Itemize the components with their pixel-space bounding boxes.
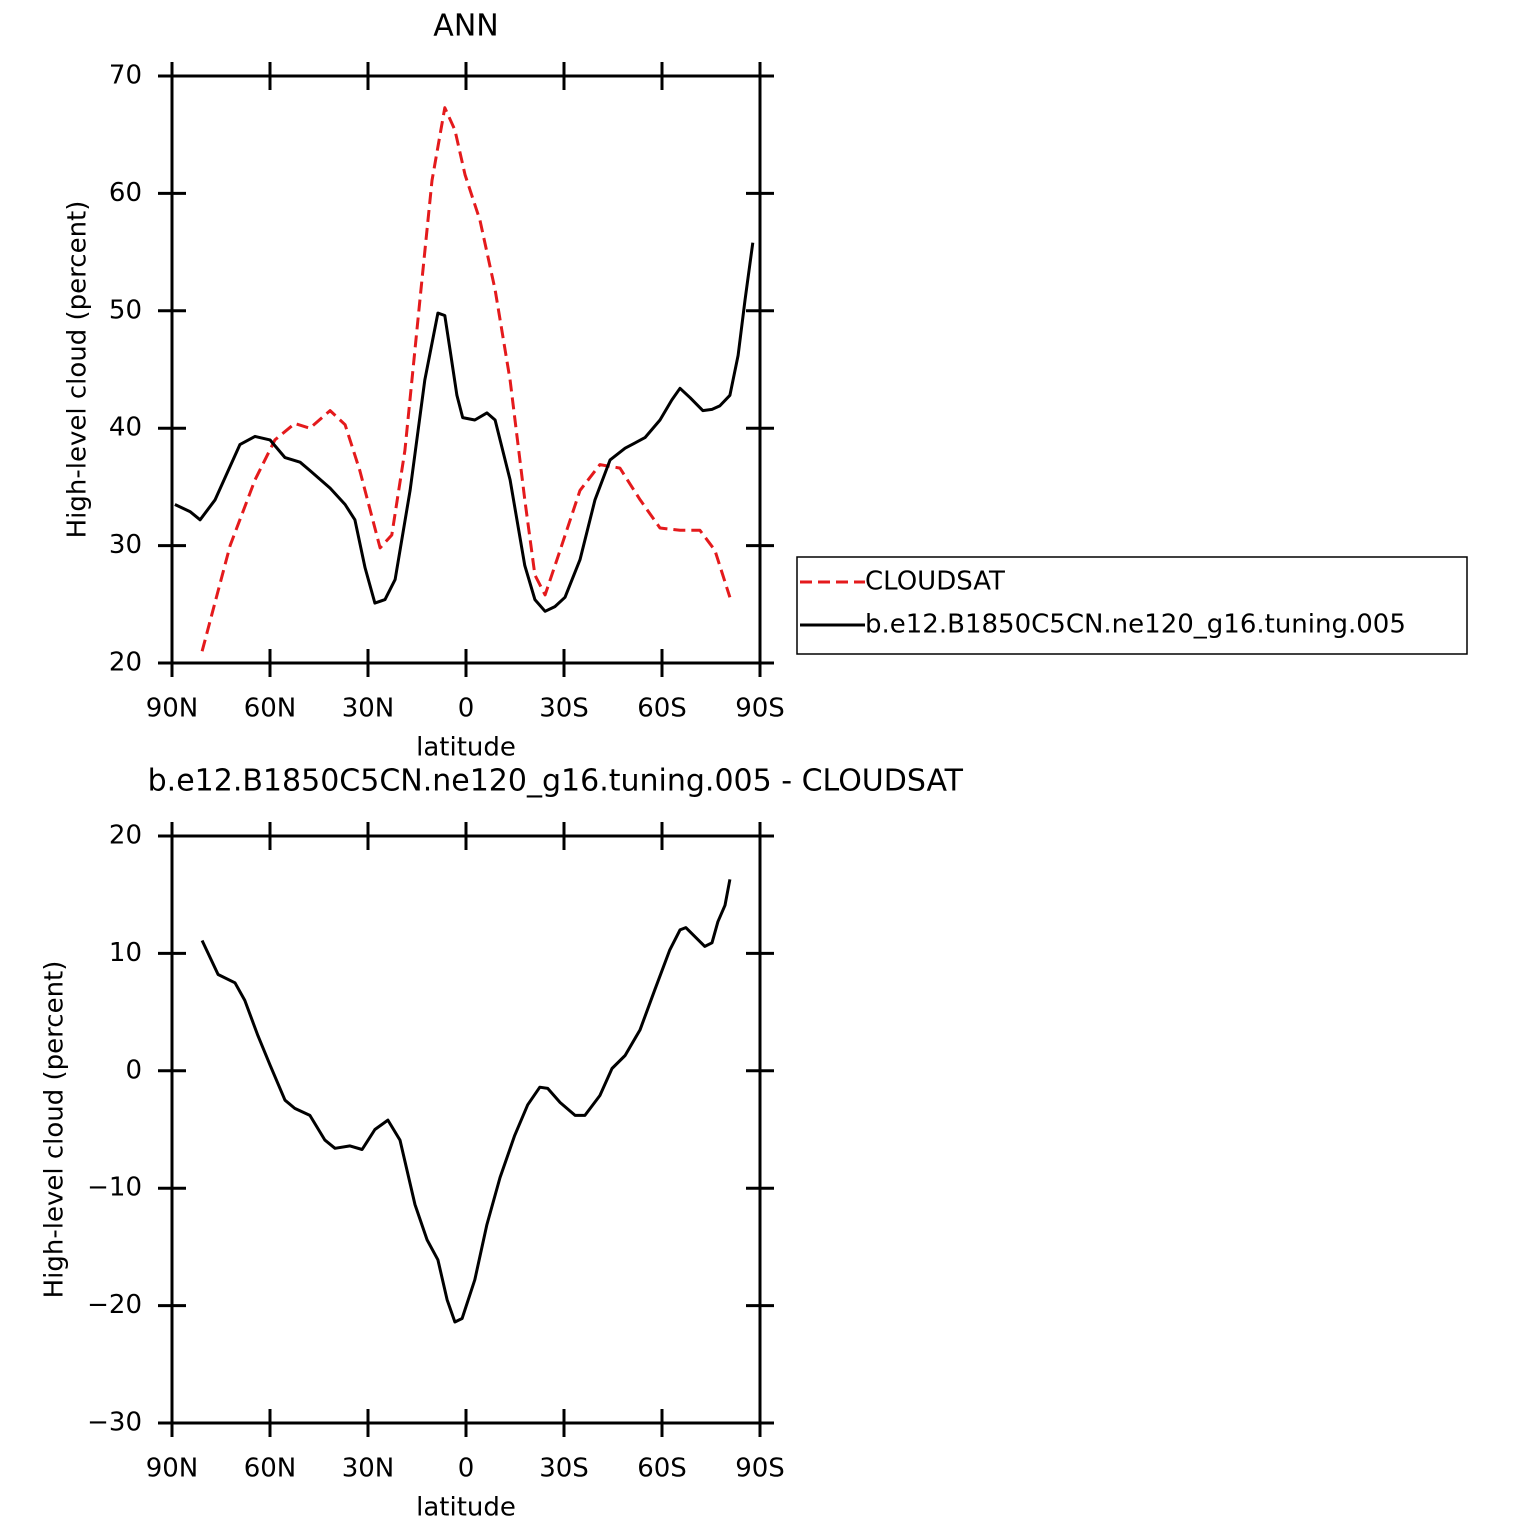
x-tick-label: 60N — [244, 1454, 297, 1484]
y-tick-label: 10 — [109, 938, 142, 968]
y-axis-label: High-level cloud (percent) — [63, 201, 93, 539]
y-tick-label: 50 — [109, 295, 142, 325]
data-line — [200, 106, 732, 652]
chart-title: b.e12.B1850C5CN.ne120_g16.tuning.005 - C… — [148, 764, 964, 799]
legend-box — [796, 556, 1468, 655]
x-tick-label: 60S — [637, 1454, 687, 1484]
y-tick-label: 20 — [109, 648, 142, 678]
legend-label: b.e12.B1850C5CN.ne120_g16.tuning.005 — [865, 610, 1406, 640]
x-tick-label: 30N — [342, 694, 395, 724]
x-tick-label: 30S — [539, 694, 589, 724]
y-tick-label: 70 — [109, 61, 142, 91]
y-tick-label: 40 — [109, 413, 142, 443]
chart-title: ANN — [433, 9, 498, 44]
legend-label: CLOUDSAT — [865, 567, 1005, 597]
y-tick-label: −10 — [87, 1173, 142, 1203]
plot-frame — [170, 834, 762, 1425]
x-tick-label: 0 — [458, 694, 475, 724]
x-tick-label: 90S — [735, 694, 785, 724]
x-tick-label: 90N — [146, 1454, 199, 1484]
y-tick-label: 0 — [125, 1055, 142, 1085]
x-tick-label: 0 — [458, 1454, 475, 1484]
x-tick-label: 30N — [342, 1454, 395, 1484]
x-tick-label: 90N — [146, 694, 199, 724]
x-tick-label: 30S — [539, 1454, 589, 1484]
y-axis-label: High-level cloud (percent) — [40, 961, 70, 1299]
y-tick-label: −20 — [87, 1290, 142, 1320]
data-line — [174, 242, 755, 613]
plot-frame — [170, 74, 762, 665]
y-tick-label: −30 — [87, 1408, 142, 1438]
x-axis-label: latitude — [416, 1493, 516, 1523]
x-tick-label: 60N — [244, 694, 297, 724]
x-tick-label: 60S — [637, 694, 687, 724]
y-tick-label: 30 — [109, 530, 142, 560]
x-tick-label: 90S — [735, 1454, 785, 1484]
data-line — [200, 879, 732, 1324]
x-axis-label: latitude — [416, 733, 516, 763]
y-tick-label: 20 — [109, 821, 142, 851]
y-tick-label: 60 — [109, 178, 142, 208]
